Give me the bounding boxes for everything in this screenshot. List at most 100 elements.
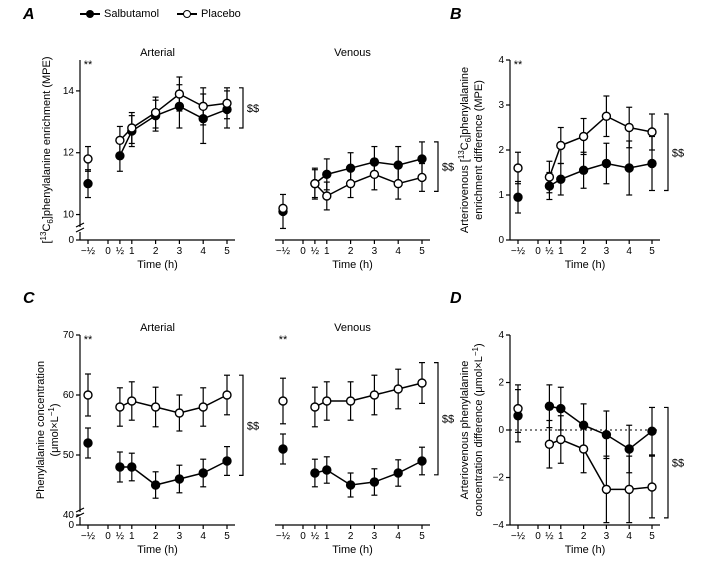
- svg-text:−½: −½: [511, 246, 526, 257]
- svg-text:Arteriovenous [13C6]phenylalan: Arteriovenous [13C6]phenylalanine: [457, 67, 473, 233]
- svg-text:$$: $$: [247, 420, 259, 432]
- svg-text:½: ½: [545, 531, 554, 542]
- svg-text:$$: $$: [442, 414, 454, 426]
- svg-text:enrichment difference (MPE): enrichment difference (MPE): [473, 80, 485, 220]
- svg-text:5: 5: [224, 246, 230, 257]
- svg-text:5: 5: [224, 531, 230, 542]
- svg-text:1: 1: [324, 531, 330, 542]
- svg-text:**: **: [84, 334, 93, 346]
- svg-text:5: 5: [649, 246, 655, 257]
- panel-label-c: C: [23, 290, 35, 308]
- svg-text:−½: −½: [276, 531, 291, 542]
- svg-text:3: 3: [177, 246, 183, 257]
- legend-item-placebo: Placebo: [177, 8, 241, 20]
- svg-text:0: 0: [300, 246, 306, 257]
- panel-b: Arteriovenous [13C6]phenylalanineenrichm…: [460, 30, 690, 275]
- svg-text:**: **: [514, 59, 523, 71]
- svg-text:3: 3: [177, 531, 183, 542]
- svg-text:50: 50: [63, 450, 75, 461]
- svg-text:5: 5: [649, 531, 655, 542]
- svg-text:4: 4: [498, 330, 504, 341]
- svg-text:Time (h): Time (h): [332, 544, 373, 556]
- svg-text:Venous: Venous: [334, 47, 371, 59]
- svg-text:4: 4: [626, 531, 632, 542]
- svg-text:−½: −½: [511, 531, 526, 542]
- open-circle-icon: [177, 9, 197, 19]
- svg-text:**: **: [84, 59, 93, 71]
- svg-text:(μmol×L−1): (μmol×L−1): [47, 403, 61, 456]
- svg-text:4: 4: [395, 531, 401, 542]
- panel-a: [13C6]phenylalanine enrichment (MPE)1012…: [38, 30, 433, 275]
- svg-text:concentration difference (μmol: concentration difference (μmol×L−1): [471, 343, 485, 516]
- svg-text:Arterial: Arterial: [140, 47, 175, 59]
- svg-text:14: 14: [63, 86, 75, 97]
- svg-text:1: 1: [498, 190, 504, 201]
- svg-text:2: 2: [581, 246, 587, 257]
- svg-text:0: 0: [68, 520, 74, 531]
- svg-text:2: 2: [153, 531, 159, 542]
- svg-text:Phenylalanine concentration: Phenylalanine concentration: [35, 361, 47, 499]
- svg-text:−4: −4: [493, 520, 505, 531]
- svg-text:½: ½: [116, 246, 125, 257]
- svg-text:2: 2: [153, 246, 159, 257]
- svg-text:$$: $$: [442, 162, 454, 174]
- svg-text:4: 4: [498, 55, 504, 66]
- svg-text:0: 0: [105, 531, 111, 542]
- svg-text:0: 0: [300, 531, 306, 542]
- panel-label-b: B: [450, 6, 462, 24]
- svg-text:4: 4: [395, 246, 401, 257]
- svg-text:0: 0: [498, 235, 504, 246]
- svg-text:Arteriovenous phenylalanine: Arteriovenous phenylalanine: [459, 361, 471, 500]
- svg-text:4: 4: [200, 531, 206, 542]
- svg-text:12: 12: [63, 148, 75, 159]
- legend: Salbutamol Placebo: [80, 8, 241, 20]
- svg-text:1: 1: [324, 246, 330, 257]
- svg-text:2: 2: [348, 246, 354, 257]
- filled-circle-icon: [80, 9, 100, 19]
- svg-text:3: 3: [372, 531, 378, 542]
- svg-text:5: 5: [419, 246, 425, 257]
- svg-text:Time (h): Time (h): [565, 259, 606, 271]
- svg-text:3: 3: [498, 100, 504, 111]
- legend-item-salbutamol: Salbutamol: [80, 8, 159, 20]
- svg-text:10: 10: [63, 210, 75, 221]
- svg-text:½: ½: [545, 246, 554, 257]
- svg-text:1: 1: [129, 531, 135, 542]
- svg-text:2: 2: [581, 531, 587, 542]
- svg-text:Time (h): Time (h): [137, 544, 178, 556]
- panel-d: Arteriovenous phenylalanineconcentration…: [460, 315, 690, 560]
- svg-text:3: 3: [372, 246, 378, 257]
- svg-text:½: ½: [116, 531, 125, 542]
- svg-text:−2: −2: [493, 473, 505, 484]
- svg-text:0: 0: [68, 235, 74, 246]
- svg-text:Time (h): Time (h): [565, 544, 606, 556]
- svg-text:2: 2: [498, 378, 504, 389]
- svg-text:1: 1: [558, 246, 564, 257]
- svg-text:$$: $$: [247, 103, 259, 115]
- svg-text:4: 4: [626, 246, 632, 257]
- svg-text:Venous: Venous: [334, 322, 371, 334]
- svg-text:0: 0: [105, 246, 111, 257]
- svg-text:0: 0: [535, 246, 541, 257]
- panel-label-d: D: [450, 290, 462, 308]
- svg-text:½: ½: [311, 531, 320, 542]
- svg-text:**: **: [279, 334, 288, 346]
- svg-text:−½: −½: [81, 246, 96, 257]
- panel-c: Phenylalanine concentration(μmol×L−1) 4 0 5…: [38, 315, 433, 560]
- svg-text:2: 2: [498, 145, 504, 156]
- svg-text:$$: $$: [672, 147, 684, 159]
- svg-text:Arterial: Arterial: [140, 322, 175, 334]
- panel-label-a: A: [23, 6, 35, 24]
- svg-text:3: 3: [604, 531, 610, 542]
- svg-text:Time (h): Time (h): [137, 259, 178, 271]
- svg-text:½: ½: [311, 246, 320, 257]
- svg-text:5: 5: [419, 531, 425, 542]
- svg-text:0: 0: [498, 425, 504, 436]
- svg-text:4: 4: [200, 246, 206, 257]
- svg-text:2: 2: [348, 531, 354, 542]
- svg-text:Time (h): Time (h): [332, 259, 373, 271]
- svg-text:3: 3: [604, 246, 610, 257]
- svg-text:60: 60: [63, 390, 75, 401]
- svg-text:0: 0: [535, 531, 541, 542]
- svg-text:70: 70: [63, 330, 75, 341]
